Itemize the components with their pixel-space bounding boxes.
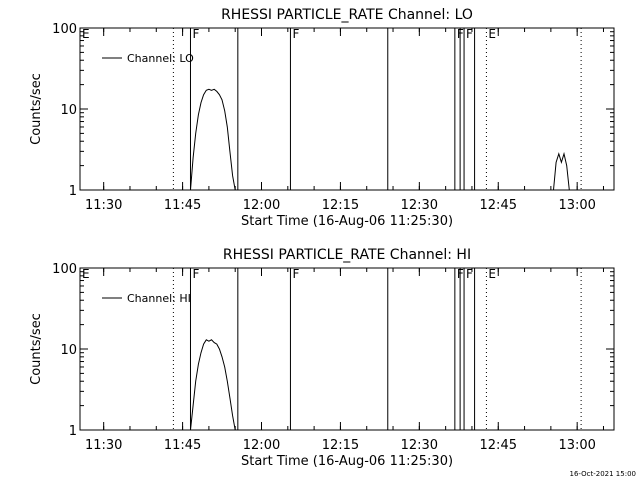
event-marker-label: F bbox=[192, 27, 199, 41]
x-tick-label: 11:45 bbox=[164, 438, 201, 453]
y-axis-label: Counts/sec bbox=[29, 73, 44, 145]
legend-label: Channel: LO bbox=[127, 52, 194, 65]
y-tick-label: 1 bbox=[69, 184, 77, 199]
chart-title: RHESSI PARTICLE_RATE Channel: HI bbox=[223, 247, 471, 263]
footer-timestamp: 16-Oct-2021 15:00 bbox=[570, 470, 636, 478]
x-axis-label: Start Time (16-Aug-06 11:25:30) bbox=[241, 214, 453, 229]
chart-title: RHESSI PARTICLE_RATE Channel: LO bbox=[221, 7, 473, 23]
x-tick-label: 12:15 bbox=[322, 438, 359, 453]
x-tick-label: 12:45 bbox=[480, 438, 517, 453]
x-axis-label: Start Time (16-Aug-06 11:25:30) bbox=[241, 454, 453, 469]
event-marker-label: F bbox=[466, 27, 473, 41]
series-line bbox=[190, 339, 236, 431]
x-tick-label: 11:30 bbox=[85, 438, 122, 453]
chart-panel-2: RHESSI PARTICLE_RATE Channel: HI 1 10 100 11… bbox=[29, 247, 615, 469]
legend-label: Channel: HI bbox=[127, 292, 191, 305]
event-marker-label: E bbox=[82, 267, 90, 281]
x-tick-label: 12:15 bbox=[322, 198, 359, 213]
series-line bbox=[190, 88, 236, 191]
y-tick-label: 100 bbox=[52, 262, 77, 277]
x-tick-label: 13:00 bbox=[558, 198, 595, 213]
x-tick-label: 12:45 bbox=[480, 198, 517, 213]
event-marker-label: F bbox=[292, 267, 299, 281]
y-axis-label: Counts/sec bbox=[29, 313, 44, 385]
event-marker-label: F bbox=[192, 267, 199, 281]
x-tick-label: 12:00 bbox=[243, 438, 280, 453]
x-tick-label: 11:45 bbox=[164, 198, 201, 213]
event-marker-label: F bbox=[466, 267, 473, 281]
y-tick-label: 10 bbox=[60, 343, 77, 358]
event-marker-label: E bbox=[82, 27, 90, 41]
y-tick-label: 1 bbox=[69, 424, 77, 439]
y-tick-label: 100 bbox=[52, 22, 77, 37]
event-marker-label: F bbox=[292, 27, 299, 41]
x-tick-label: 12:30 bbox=[401, 438, 438, 453]
chart-panel-1: RHESSI PARTICLE_RATE Channel: LO 1 10 100 11… bbox=[29, 7, 615, 229]
event-marker-label: E bbox=[488, 27, 496, 41]
series-line bbox=[553, 151, 570, 191]
x-tick-label: 11:30 bbox=[85, 198, 122, 213]
x-tick-label: 12:00 bbox=[243, 198, 280, 213]
y-tick-label: 10 bbox=[60, 103, 77, 118]
event-marker-label: E bbox=[488, 267, 496, 281]
x-tick-label: 13:00 bbox=[558, 438, 595, 453]
x-tick-label: 12:30 bbox=[401, 198, 438, 213]
